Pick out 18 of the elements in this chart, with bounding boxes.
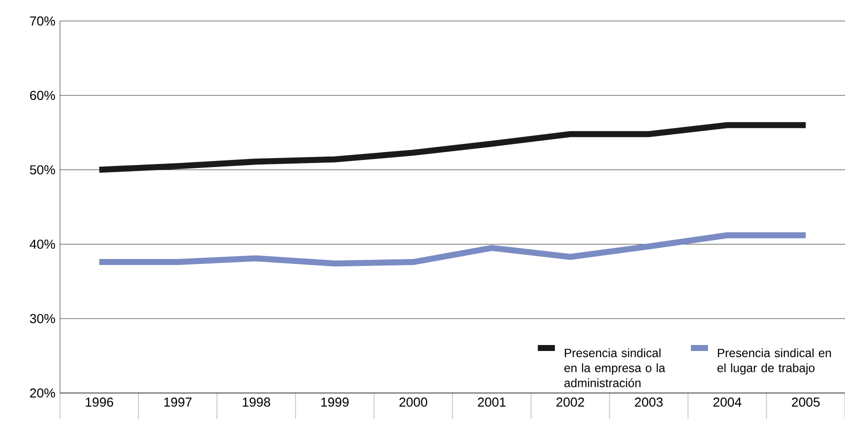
y-tick-label: 60% (30, 90, 56, 100)
y-tick-label: 50% (30, 165, 56, 174)
y-tick-label: 20% (30, 388, 56, 398)
x-tick-label: 1996 (86, 398, 114, 407)
x-tick-label: 2003 (634, 398, 663, 407)
x-tick-label: 1997 (164, 398, 192, 407)
x-tick-label: 2005 (792, 398, 820, 407)
x-tick-label: 2002 (556, 398, 584, 407)
legend-label: Presencia sindical en la empresa o la administración (564, 348, 666, 388)
y-tick-label: 70% (30, 16, 56, 26)
y-tick-label: 40% (30, 240, 56, 249)
x-tick-label: 2000 (399, 398, 428, 407)
x-tick-label: 2004 (713, 398, 742, 407)
x-tick-label: 1999 (321, 398, 349, 407)
x-tick-label: 1998 (242, 398, 270, 407)
x-tick-label: 2001 (478, 398, 506, 407)
y-tick-label: 30% (30, 314, 56, 324)
legend-label: Presencia sindical en el lugar de trabajo (717, 348, 831, 375)
